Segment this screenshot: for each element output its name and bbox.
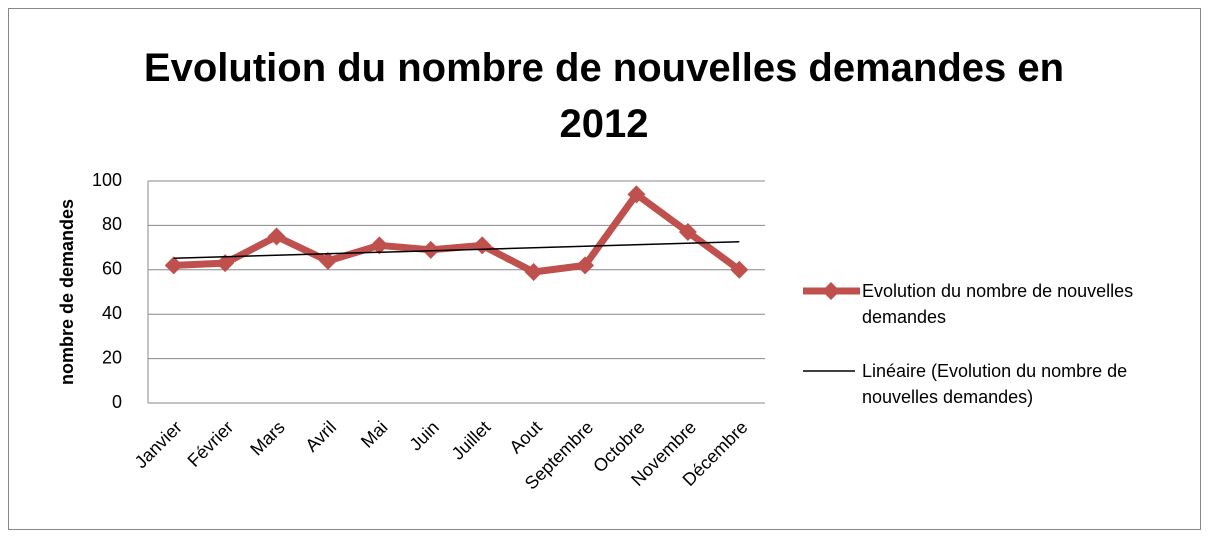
marker — [216, 254, 235, 273]
trend-line — [173, 241, 740, 259]
marker — [318, 251, 337, 270]
marker — [421, 240, 440, 259]
x-tick-label: Avril — [301, 417, 340, 456]
x-tick-label: Juillet — [448, 417, 495, 464]
y-tick-label: 0 — [112, 392, 122, 412]
legend-label: Evolution du nombre de nouvelles demande… — [862, 281, 1134, 327]
x-tick-label: Mai — [357, 417, 392, 452]
marker — [576, 256, 595, 275]
y-tick-label: 20 — [102, 347, 122, 367]
legend-label: Linéaire (Evolution du nombre de nouvell… — [862, 361, 1128, 407]
chart-title: Evolution du nombre de nouvelles demande… — [143, 46, 1065, 146]
legend-marker — [822, 282, 840, 300]
marker — [627, 185, 646, 204]
marker — [267, 227, 286, 246]
x-tick-label: Aout — [505, 417, 545, 457]
marker — [164, 256, 183, 275]
x-tick-label: Février — [184, 417, 238, 471]
marker — [730, 260, 749, 279]
x-tick-label: Juin — [405, 417, 442, 454]
x-tick-label: Janvier — [131, 417, 186, 472]
marker — [678, 223, 697, 242]
chart-border — [8, 8, 1201, 530]
y-tick-label: 60 — [102, 259, 122, 279]
marker — [524, 263, 543, 282]
series-line — [173, 190, 742, 276]
y-tick-label: 40 — [102, 303, 122, 323]
x-tick-label: Mars — [246, 417, 288, 459]
marker — [370, 236, 389, 255]
y-tick-label: 80 — [102, 214, 122, 234]
y-axis-label: nombre de demandes — [57, 199, 77, 385]
y-tick-label: 100 — [92, 170, 122, 190]
